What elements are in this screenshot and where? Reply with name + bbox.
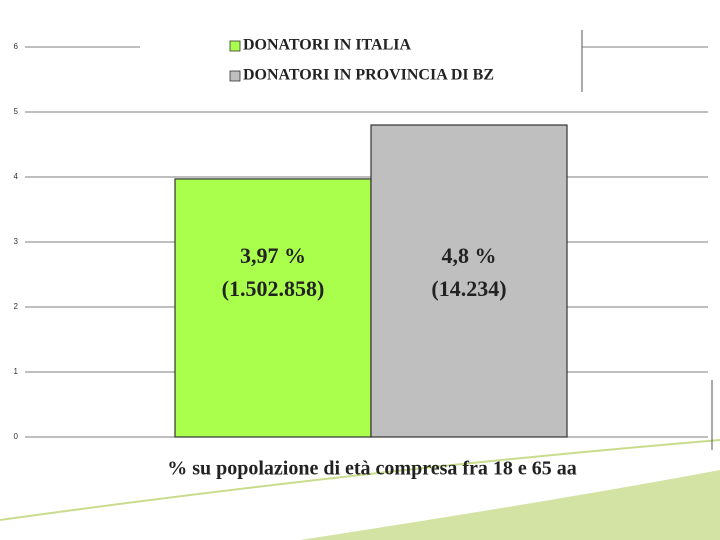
legend-swatch — [229, 70, 241, 82]
legend-box — [140, 30, 582, 92]
bar — [174, 178, 372, 438]
y-tick-label: 5 — [14, 107, 19, 116]
legend-label: DONATORI IN ITALIA — [243, 37, 411, 54]
x-axis-label: % su popolazione di età compresa fra 18 … — [167, 458, 577, 480]
y-tick-label: 0 — [14, 432, 19, 441]
donor-label: (1.502.858) — [222, 276, 325, 301]
data-label: 3,97 % — [240, 243, 306, 268]
y-tick-label: 1 — [14, 367, 19, 376]
decoration — [0, 439, 720, 521]
data-label: 4,8 % — [442, 243, 497, 268]
y-tick-label: 3 — [14, 237, 19, 246]
decoration — [300, 470, 720, 540]
legend-label: DONATORI IN PROVINCIA DI BZ — [243, 67, 494, 84]
y-tick-label: 4 — [14, 172, 19, 181]
bar — [370, 124, 568, 438]
legend-swatch — [229, 40, 241, 52]
y-tick-label: 2 — [14, 302, 19, 311]
donor-label: (14.234) — [431, 276, 506, 301]
y-tick-label: 6 — [14, 42, 19, 51]
